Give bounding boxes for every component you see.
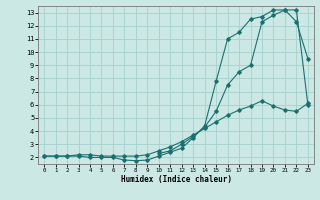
X-axis label: Humidex (Indice chaleur): Humidex (Indice chaleur) <box>121 175 231 184</box>
